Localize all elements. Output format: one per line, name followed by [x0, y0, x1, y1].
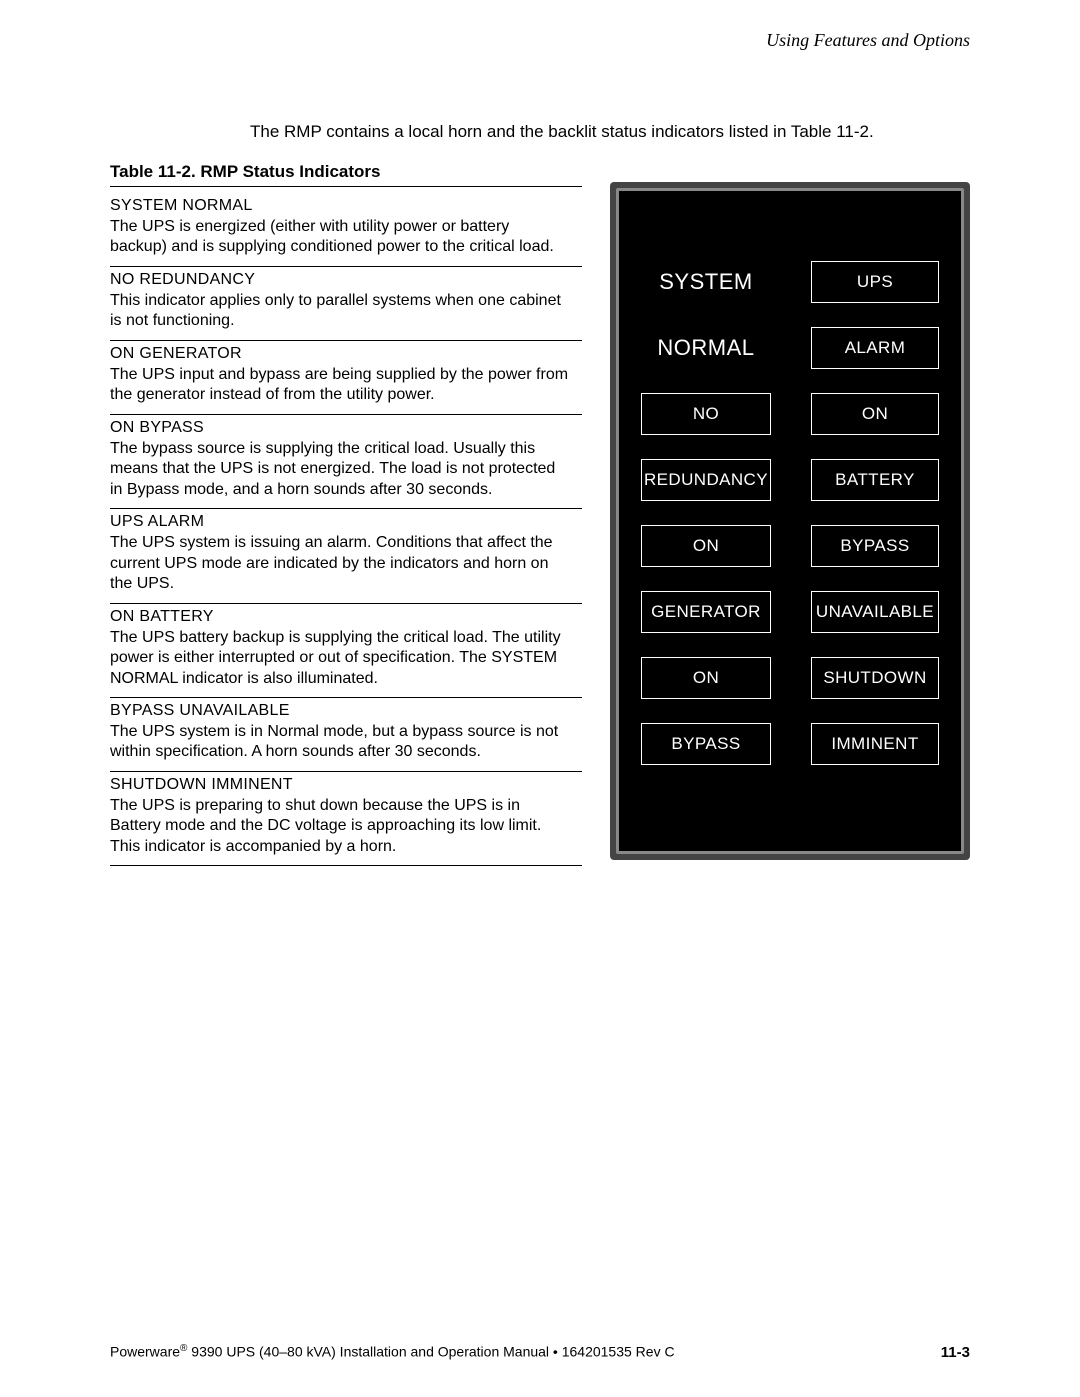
indicator-description: The UPS input and bypass are being suppl… — [110, 365, 570, 406]
indicator-description: The UPS system is in Normal mode, but a … — [110, 722, 570, 763]
panel-indicator-label: ON — [644, 536, 768, 556]
panel-indicator-grid: SYSTEM UPS NORMAL ALARM NO ON REDUNDANCY BATTER… — [641, 261, 939, 765]
table-row: BYPASS UNAVAILABLE The UPS system is in N… — [110, 698, 582, 772]
panel-indicator-label: BYPASS — [814, 536, 936, 556]
panel-face: SYSTEM UPS NORMAL ALARM NO ON REDUNDANCY BATTER… — [619, 191, 961, 851]
panel-indicator: ON — [641, 657, 771, 699]
panel-indicator-label: ON — [814, 404, 936, 424]
panel-indicator-label: UNAVAILABLE — [814, 602, 936, 622]
panel-indicator-label: BATTERY — [814, 470, 936, 490]
panel-indicator: ON — [641, 525, 771, 567]
table-row: SYSTEM NORMAL The UPS is energized (eithe… — [110, 193, 582, 267]
panel-indicator: UNAVAILABLE — [811, 591, 939, 633]
panel-indicator-label: IMMINENT — [814, 734, 936, 754]
panel-bezel-inner: SYSTEM UPS NORMAL ALARM NO ON REDUNDANCY BATTER… — [616, 188, 964, 854]
table-row: ON BATTERY The UPS battery backup is supp… — [110, 604, 582, 698]
panel-indicator: SHUTDOWN — [811, 657, 939, 699]
indicator-description: The bypass source is supplying the criti… — [110, 439, 570, 500]
panel-indicator: BATTERY — [811, 459, 939, 501]
indicator-heading: SHUTDOWN IMMINENT — [110, 776, 582, 794]
table-row: SHUTDOWN IMMINENT The UPS is preparing to… — [110, 772, 582, 866]
panel-indicator: GENERATOR — [641, 591, 771, 633]
panel-indicator: ALARM — [811, 327, 939, 369]
panel-indicator: IMMINENT — [811, 723, 939, 765]
indicator-heading: BYPASS UNAVAILABLE — [110, 702, 582, 720]
table-top-rule — [110, 186, 582, 187]
table-entries: SYSTEM NORMAL The UPS is energized (eithe… — [110, 193, 582, 866]
indicator-heading: UPS ALARM — [110, 513, 582, 531]
indicator-description: The UPS is energized (either with utilit… — [110, 217, 570, 258]
panel-bezel-outer: SYSTEM UPS NORMAL ALARM NO ON REDUNDANCY BATTER… — [610, 182, 970, 860]
panel-indicator: NORMAL — [641, 327, 771, 369]
rmp-panel: SYSTEM UPS NORMAL ALARM NO ON REDUNDANCY BATTER… — [610, 182, 970, 860]
indicator-description: This indicator applies only to parallel … — [110, 291, 570, 332]
indicator-heading: SYSTEM NORMAL — [110, 197, 582, 215]
indicator-heading: ON BATTERY — [110, 608, 582, 626]
table-row: ON BYPASS The bypass source is supplying … — [110, 415, 582, 509]
indicator-description: The UPS system is issuing an alarm. Cond… — [110, 533, 570, 594]
intro-paragraph: The RMP contains a local horn and the ba… — [250, 121, 970, 144]
indicator-table: Table 11-2. RMP Status Indicators SYSTEM… — [110, 162, 582, 866]
table-title: Table 11-2. RMP Status Indicators — [110, 162, 582, 182]
footer-brand: Powerware — [110, 1344, 180, 1360]
panel-indicator: NO — [641, 393, 771, 435]
panel-indicator-label: SHUTDOWN — [814, 668, 936, 688]
table-row: UPS ALARM The UPS system is issuing an al… — [110, 509, 582, 603]
indicator-description: The UPS is preparing to shut down becaus… — [110, 796, 570, 857]
table-row: NO REDUNDANCY This indicator applies only… — [110, 267, 582, 341]
panel-indicator-label: ON — [644, 668, 768, 688]
panel-indicator: UPS — [811, 261, 939, 303]
indicator-description: The UPS battery backup is supplying the … — [110, 628, 570, 689]
indicator-heading: NO REDUNDANCY — [110, 271, 582, 289]
running-header: Using Features and Options — [110, 30, 970, 51]
panel-indicator: SYSTEM — [641, 261, 771, 303]
panel-indicator: BYPASS — [641, 723, 771, 765]
panel-indicator-label: NORMAL — [641, 335, 771, 360]
page-footer: Powerware® 9390 UPS (40–80 kVA) Installa… — [110, 1343, 970, 1361]
panel-indicator-label: BYPASS — [644, 734, 768, 754]
panel-indicator-label: REDUNDANCY — [644, 470, 768, 490]
panel-indicator-label: NO — [644, 404, 768, 424]
panel-indicator: BYPASS — [811, 525, 939, 567]
panel-indicator-label: ALARM — [814, 338, 936, 358]
panel-indicator: REDUNDANCY — [641, 459, 771, 501]
content-row: Table 11-2. RMP Status Indicators SYSTEM… — [110, 162, 970, 866]
page: Using Features and Options The RMP conta… — [0, 0, 1080, 1397]
page-number: 11-3 — [941, 1344, 970, 1361]
panel-indicator-label: SYSTEM — [641, 269, 771, 294]
panel-indicator-label: GENERATOR — [644, 602, 768, 622]
panel-indicator-label: UPS — [814, 272, 936, 292]
panel-indicator: ON — [811, 393, 939, 435]
footer-manual-title: Powerware® 9390 UPS (40–80 kVA) Installa… — [110, 1343, 675, 1360]
indicator-heading: ON GENERATOR — [110, 345, 582, 363]
indicator-heading: ON BYPASS — [110, 419, 582, 437]
table-row: ON GENERATOR The UPS input and bypass are… — [110, 341, 582, 415]
footer-rest: 9390 UPS (40–80 kVA) Installation and Op… — [187, 1344, 674, 1360]
